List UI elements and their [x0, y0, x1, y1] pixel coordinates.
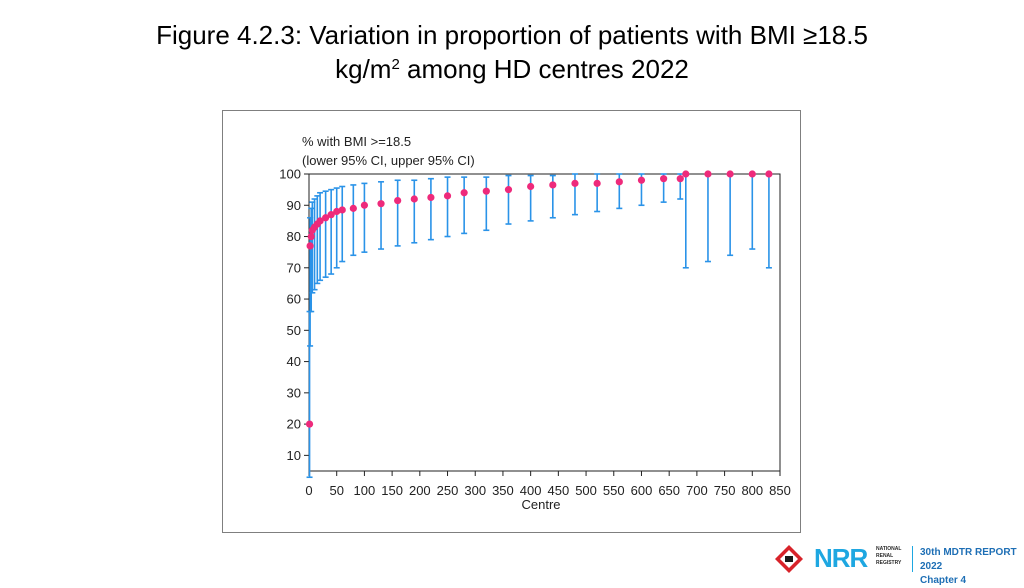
axes: 10 20 30 40 50 60 70 80 90 100 0 50 100 150 200 250 300 3… — [279, 167, 791, 499]
y-tick-label: 60 — [287, 292, 301, 307]
y-tick-label: 10 — [287, 448, 301, 463]
data-point — [307, 232, 315, 241]
y-tick-label: 30 — [287, 385, 301, 400]
brand-wordmark: NRR — [814, 543, 868, 573]
x-tick-label: 200 — [409, 483, 431, 498]
data-point — [377, 200, 385, 208]
footer-branding: NRR NATIONAL RENAL REGISTRY 30th MDTR RE… — [770, 540, 1024, 586]
data-point — [660, 175, 668, 183]
data-point — [726, 170, 734, 178]
data-point — [327, 211, 335, 219]
x-tick-label: 150 — [381, 483, 403, 498]
x-tick-label: 600 — [631, 483, 653, 498]
x-tick-label: 250 — [437, 483, 459, 498]
chart-svg: % with BMI >=18.5 (lower 95% CI, upper 9… — [279, 134, 791, 512]
registry-name: NATIONAL RENAL REGISTRY — [876, 546, 901, 567]
data-point — [306, 242, 314, 250]
data-point — [349, 204, 357, 212]
footer-divider — [912, 546, 913, 572]
data-point — [549, 181, 557, 189]
report-label: 30th MDTR REPORT 2022 Chapter 4 — [920, 546, 1024, 588]
data-points — [305, 170, 773, 428]
data-point — [443, 192, 452, 200]
data-point — [460, 189, 468, 197]
data-point — [333, 207, 341, 216]
chart-title: % with BMI >=18.5 — [302, 134, 411, 149]
x-tick-label: 750 — [714, 483, 736, 498]
data-point — [593, 179, 601, 187]
x-tick-label: 50 — [329, 483, 343, 498]
data-point — [765, 170, 773, 178]
error-bars — [306, 173, 772, 479]
registry-name-line-1: NATIONAL — [876, 546, 902, 552]
x-tick-label: 100 — [354, 483, 376, 498]
y-tick-label: 100 — [279, 167, 301, 182]
y-tick-label: 40 — [287, 354, 301, 369]
x-tick-label: 700 — [686, 483, 708, 498]
title-line-1: Figure 4.2.3: Variation in proportion of… — [156, 20, 868, 50]
data-point — [704, 170, 712, 178]
x-tick-label: 800 — [741, 483, 763, 498]
chart-frame: % with BMI >=18.5 (lower 95% CI, upper 9… — [222, 110, 801, 533]
x-tick-label: 500 — [575, 483, 597, 498]
data-point — [322, 214, 330, 222]
slide-title: Figure 4.2.3: Variation in proportion of… — [0, 18, 1024, 86]
plot-area-border — [308, 173, 781, 472]
chart-subtitle: (lower 95% CI, upper 95% CI) — [302, 153, 475, 168]
x-tick-label: 350 — [492, 483, 514, 498]
y-tick-label: 50 — [287, 323, 301, 338]
title-line-2-rest: among HD centres 2022 — [399, 54, 689, 84]
data-point — [360, 201, 369, 209]
registry-logo-icon — [775, 545, 803, 573]
x-tick-label: 850 — [769, 483, 791, 498]
data-point — [676, 175, 684, 183]
y-tick-label: 20 — [287, 417, 301, 432]
report-chapter: Chapter 4 — [920, 575, 967, 586]
x-tick-label: 650 — [658, 483, 680, 498]
x-tick-label: 400 — [520, 483, 542, 498]
data-point — [316, 217, 324, 225]
data-point — [637, 176, 646, 184]
x-tick-label: 300 — [464, 483, 486, 498]
x-tick-label: 550 — [603, 483, 625, 498]
x-tick-label: 0 — [305, 483, 312, 498]
y-tick-label: 80 — [287, 229, 301, 244]
registry-name-line-2: RENAL — [876, 553, 894, 559]
data-point — [571, 179, 579, 187]
data-point — [305, 420, 314, 428]
y-tick-label: 70 — [287, 260, 301, 275]
data-point — [504, 186, 513, 194]
title-unit-superscript: 2 — [391, 56, 400, 73]
x-tick-label: 450 — [548, 483, 570, 498]
title-line-2: kg/m2 among HD centres 2022 — [0, 52, 1024, 86]
report-title: 30th MDTR REPORT 2022 — [920, 547, 1017, 572]
y-tick-label: 90 — [287, 198, 301, 213]
data-point — [527, 182, 535, 191]
data-point — [748, 170, 756, 178]
title-unit: kg/m — [335, 54, 392, 84]
data-point — [615, 178, 623, 186]
data-point — [682, 170, 690, 178]
data-point — [482, 187, 490, 195]
data-point — [338, 206, 346, 214]
data-point — [394, 196, 402, 205]
registry-name-line-3: REGISTRY — [876, 560, 902, 566]
x-axis-label: Centre — [521, 497, 560, 512]
data-point — [427, 193, 435, 202]
data-point — [410, 195, 418, 203]
